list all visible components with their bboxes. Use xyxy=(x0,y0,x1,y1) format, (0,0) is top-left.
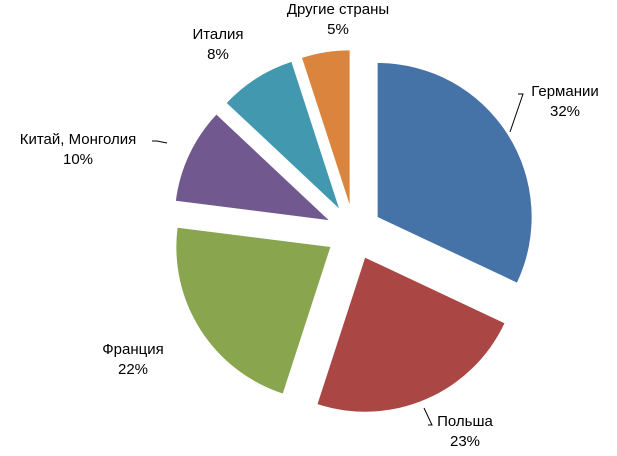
leader-line xyxy=(509,93,524,133)
slice-label: Италия xyxy=(192,26,243,43)
leader-line xyxy=(423,407,433,426)
slice-value-label: 10% xyxy=(63,151,93,168)
pie-slice xyxy=(377,62,532,283)
pie-slice xyxy=(302,50,350,205)
slice-value-label: 5% xyxy=(327,21,349,38)
pie-slice xyxy=(175,114,329,221)
slice-label: Франция xyxy=(102,341,163,358)
slice-label: Другие страны xyxy=(287,1,389,18)
slice-value-label: 22% xyxy=(118,361,148,378)
slice-value-label: 23% xyxy=(450,433,480,450)
slice-label: Китай, Монголия xyxy=(20,131,137,148)
slice-label: Германии xyxy=(531,83,599,100)
pie-slice xyxy=(317,257,505,412)
slice-value-label: 32% xyxy=(550,103,580,120)
leader-line xyxy=(152,140,168,144)
slice-label: Польша xyxy=(437,413,493,430)
slice-value-label: 8% xyxy=(207,46,229,63)
pie-slice xyxy=(226,61,339,209)
pie-slice xyxy=(176,227,331,394)
